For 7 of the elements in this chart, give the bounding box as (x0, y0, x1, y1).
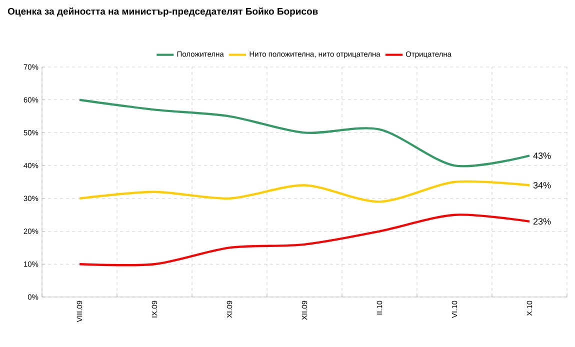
chart-title: Оценка за дейността на министър-председателят Бойко Борисов (8, 8, 318, 17)
line-series (78, 180, 531, 203)
line-series (78, 98, 531, 168)
data-label: 34% (533, 182, 551, 188)
line-series (78, 214, 531, 266)
data-label: 23% (533, 218, 551, 225)
data-label: 43% (533, 152, 551, 159)
